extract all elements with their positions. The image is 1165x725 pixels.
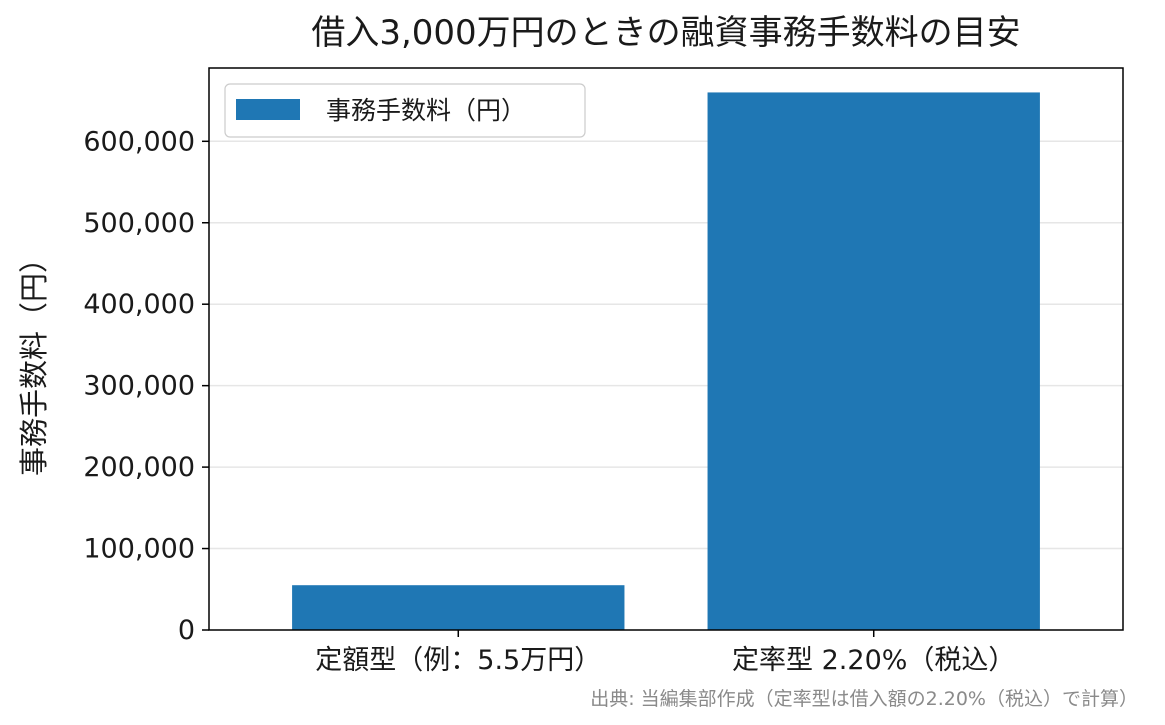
y-tick-label: 400,000 xyxy=(83,289,195,320)
bar xyxy=(707,92,1040,630)
chart-title: 借入3,000万円のときの融資事務手数料の目安 xyxy=(311,13,1020,53)
x-axis-ticks: 定額型（例：5.5万円） 定率型 2.20%（税込） xyxy=(315,630,1015,676)
plot-frame xyxy=(208,67,1124,631)
bar xyxy=(292,585,625,630)
y-axis-ticks: 0 100,000 200,000 300,000 400,000 500,000 600,… xyxy=(83,126,209,646)
source-note: 出典: 当編集部作成（定率型は借入額の2.20%（税込）で計算） xyxy=(590,688,1138,710)
y-axis-label: 事務手数料（円） xyxy=(17,244,51,476)
y-tick-label: 200,000 xyxy=(83,452,195,483)
legend-box xyxy=(224,83,586,138)
legend: 事務手数料（円） xyxy=(224,83,586,138)
x-tick-label: 定額型（例：5.5万円） xyxy=(315,645,601,676)
x-tick-label: 定率型 2.20%（税込） xyxy=(732,645,1015,676)
y-tick-label: 0 xyxy=(178,615,195,646)
legend-label: 事務手数料（円） xyxy=(326,96,526,125)
y-tick-label: 100,000 xyxy=(83,534,195,565)
y-tick-label: 300,000 xyxy=(83,371,195,402)
bars xyxy=(292,92,1040,630)
y-tick-label: 600,000 xyxy=(83,126,195,157)
y-tick-label: 500,000 xyxy=(83,208,195,239)
legend-swatch xyxy=(236,99,300,120)
